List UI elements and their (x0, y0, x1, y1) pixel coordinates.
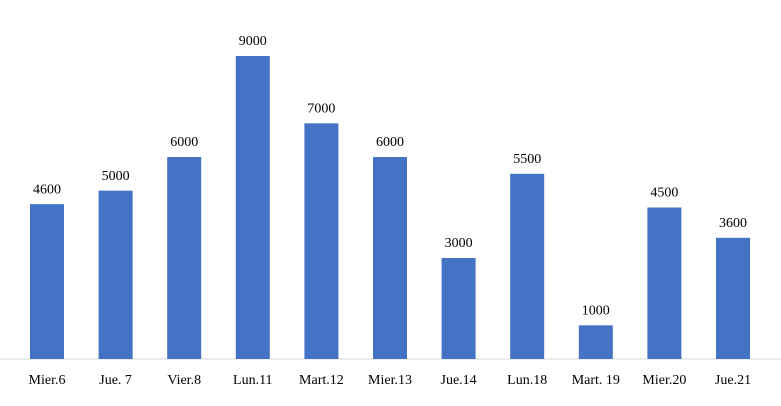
x-tick-label: Mart. 19 (572, 373, 620, 388)
x-tick-label: Mier.6 (29, 373, 66, 388)
data-label: 4500 (650, 186, 678, 201)
bar (510, 173, 545, 359)
x-tick-label: Vier.8 (167, 373, 201, 388)
x-tick-label: Jue.14 (441, 373, 477, 388)
x-tick-label: Lun.18 (507, 373, 547, 388)
bar (441, 258, 476, 359)
bar (30, 204, 64, 359)
data-label: 6000 (376, 135, 404, 150)
bar (716, 237, 750, 359)
bar (373, 157, 407, 359)
x-tick-label: Mart.12 (299, 373, 344, 388)
data-label: 7000 (307, 102, 335, 117)
bar (98, 190, 133, 359)
x-tick-label: Mier.20 (642, 373, 686, 388)
bar (647, 207, 682, 359)
bar (235, 56, 270, 359)
x-tick-label: Jue. 7 (99, 373, 132, 388)
data-label: 5000 (102, 169, 130, 184)
bar (304, 123, 339, 359)
x-tick-label: Lun.11 (233, 373, 273, 388)
data-label: 3600 (719, 216, 747, 231)
x-tick-label: Mier.13 (368, 373, 412, 388)
bar (578, 325, 613, 359)
data-label: 3000 (445, 236, 473, 251)
x-tick-label: Jue.21 (715, 373, 751, 388)
bar (167, 157, 202, 359)
data-label: 4600 (33, 182, 61, 197)
data-label: 5500 (513, 152, 541, 167)
data-label: 1000 (582, 304, 610, 319)
data-label: 6000 (170, 135, 198, 150)
data-label: 9000 (239, 34, 267, 49)
